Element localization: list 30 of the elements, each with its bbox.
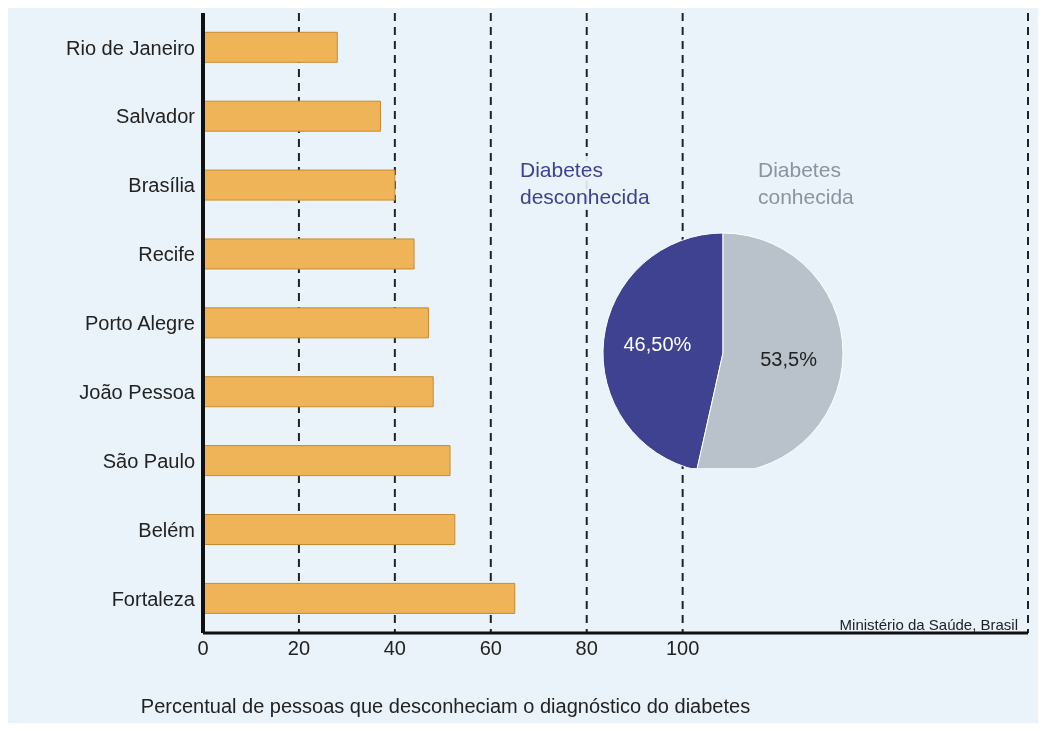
x-tick-label: 20 (287, 637, 311, 660)
x-tick-label: 0 (197, 637, 209, 660)
bar (203, 514, 456, 546)
y-tick-label: Porto Alegre (84, 312, 195, 335)
y-tick-label: Recife (138, 243, 195, 266)
bar (203, 169, 396, 201)
data-label: 53,5% (760, 347, 818, 370)
bar (203, 376, 434, 408)
bar (203, 31, 338, 63)
y-tick-label: Rio de Janeiro (66, 36, 195, 59)
slice-label: Diabetes desconhecida (520, 156, 680, 210)
bar (203, 307, 429, 339)
x-axis-title: Percentual de pessoas que desconheciam o diagnóstico do diabetes (140, 695, 751, 717)
y-tick-label: São Paulo (102, 449, 195, 472)
bar (203, 582, 516, 614)
y-tick-label: João Pessoa (79, 380, 196, 403)
y-tick-label: Belém (138, 518, 195, 541)
bar (203, 238, 415, 270)
x-tick-label: 60 (479, 637, 502, 660)
y-tick-label: Salvador (116, 105, 196, 128)
y-tick-label: Fortaleza (111, 587, 196, 610)
x-tick-label: 100 (665, 637, 700, 660)
bar (203, 100, 381, 132)
annotation: Ministério da Saúde, Brasil (839, 616, 1018, 633)
y-tick-label: Brasília (128, 174, 196, 197)
x-tick-label: 40 (383, 637, 406, 660)
bar (203, 445, 451, 477)
data-label: 46,50% (623, 333, 692, 356)
slice-label: Diabetes conhecida (758, 156, 918, 210)
x-tick-label: 80 (575, 637, 598, 660)
